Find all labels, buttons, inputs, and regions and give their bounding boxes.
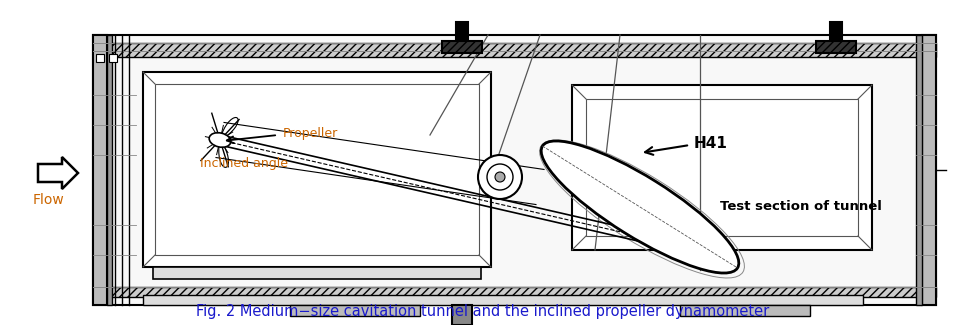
Bar bbox=[572, 85, 872, 250]
Bar bbox=[452, 305, 472, 325]
Circle shape bbox=[478, 155, 522, 199]
Bar bbox=[816, 41, 856, 53]
Polygon shape bbox=[38, 157, 78, 189]
Bar bbox=[456, 22, 468, 47]
Text: Inclined angle: Inclined angle bbox=[200, 157, 288, 170]
Bar bbox=[586, 99, 858, 236]
Bar bbox=[93, 35, 936, 305]
Text: Fig. 2 Medium−size cavitation tunnel and the inclined propeller dynamometer: Fig. 2 Medium−size cavitation tunnel and… bbox=[196, 304, 770, 319]
Bar bbox=[93, 43, 936, 57]
Bar bbox=[916, 35, 922, 305]
Bar bbox=[922, 35, 936, 305]
Ellipse shape bbox=[210, 133, 231, 147]
Bar bbox=[93, 287, 936, 297]
Text: Test section of tunnel: Test section of tunnel bbox=[720, 201, 882, 214]
Bar bbox=[107, 35, 112, 305]
Bar bbox=[143, 295, 863, 305]
Bar bbox=[442, 41, 482, 53]
Bar bbox=[109, 54, 117, 62]
Circle shape bbox=[495, 172, 505, 182]
Circle shape bbox=[487, 164, 513, 190]
Bar bbox=[153, 267, 481, 279]
Bar bbox=[680, 305, 810, 316]
Bar bbox=[290, 305, 420, 316]
Bar bbox=[93, 35, 107, 305]
Text: Flow: Flow bbox=[32, 193, 64, 207]
Bar bbox=[143, 72, 491, 267]
Ellipse shape bbox=[541, 141, 739, 273]
Bar bbox=[830, 22, 842, 47]
Bar bbox=[96, 54, 104, 62]
Bar bbox=[155, 84, 479, 255]
Text: Propeller: Propeller bbox=[283, 127, 338, 140]
Text: H41: H41 bbox=[694, 136, 727, 151]
